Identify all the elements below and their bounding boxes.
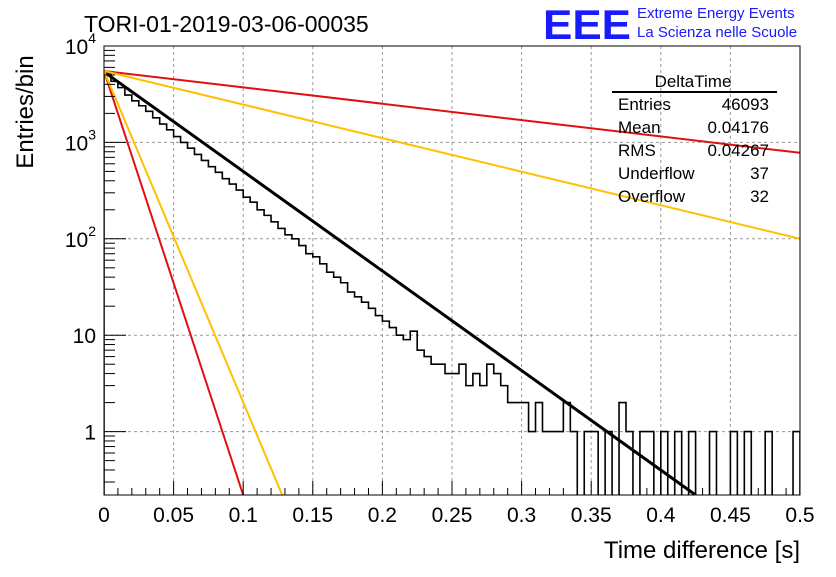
x-tick-label: 0.4 bbox=[646, 504, 676, 527]
y-tick-base: 10 bbox=[73, 325, 96, 348]
y-tick-exponent: 3 bbox=[88, 126, 96, 142]
y-tick-label: 10 bbox=[73, 325, 96, 348]
stats-row-label: Underflow bbox=[618, 164, 695, 183]
eee-logo: EEE bbox=[543, 1, 631, 48]
axis-ticks bbox=[103, 45, 801, 495]
data-layer bbox=[104, 70, 800, 495]
slow-line-red bbox=[104, 70, 800, 154]
fast-line-red bbox=[104, 70, 245, 495]
x-tick-label: 0 bbox=[98, 504, 110, 527]
y-axis-label: Entries/bin bbox=[12, 55, 39, 168]
histogram-outline bbox=[104, 72, 800, 495]
stats-row-value: 32 bbox=[750, 187, 769, 206]
x-tick-label: 0.05 bbox=[153, 504, 194, 527]
x-tick-label: 0.3 bbox=[507, 504, 536, 527]
logo-line-1: Extreme Energy Events bbox=[637, 5, 795, 22]
y-tick-base: 1 bbox=[84, 422, 96, 445]
stats-row-label: Overflow bbox=[618, 187, 686, 206]
y-tick-label: 102 bbox=[65, 223, 96, 252]
slow-line-yellow bbox=[104, 70, 800, 240]
x-tick-label: 0.15 bbox=[292, 504, 333, 527]
stats-row-label: RMS bbox=[618, 141, 656, 160]
y-tick-base: 10 bbox=[65, 132, 88, 155]
x-tick-label: 0.25 bbox=[432, 504, 473, 527]
fast-line-yellow bbox=[104, 70, 284, 495]
x-tick-label: 0.35 bbox=[571, 504, 612, 527]
x-axis-label: Time difference [s] bbox=[604, 537, 800, 564]
stats-row-value: 46093 bbox=[722, 95, 769, 114]
stats-title: DeltaTime bbox=[655, 72, 732, 91]
y-tick-label: 104 bbox=[65, 30, 96, 59]
y-tick-label: 103 bbox=[65, 126, 96, 155]
x-tick-label: 0.5 bbox=[785, 504, 814, 527]
stats-row-value: 0.04267 bbox=[708, 141, 769, 160]
y-tick-exponent: 4 bbox=[88, 30, 96, 46]
stats-row-label: Entries bbox=[618, 95, 671, 114]
y-tick-base: 10 bbox=[65, 36, 88, 59]
x-tick-label: 0.45 bbox=[710, 504, 751, 527]
tick-labels: 0 0.05 0.1 0.15 0.2 0.25 0.3 0.35 0.4 0.45 0.51101… bbox=[65, 30, 815, 527]
y-tick-base: 10 bbox=[65, 229, 88, 252]
y-tick-label: 1 bbox=[84, 422, 96, 445]
stats-row-label: Mean bbox=[618, 118, 661, 137]
stats-box: DeltaTime Entries 46093 Mean 0.04176 RMS 0.04… bbox=[612, 72, 777, 206]
logo-line-2: La Scienza nelle Scuole bbox=[637, 24, 797, 41]
x-tick-label: 0.2 bbox=[368, 504, 397, 527]
stats-row-value: 37 bbox=[750, 164, 769, 183]
stats-row-value: 0.04176 bbox=[708, 118, 769, 137]
x-tick-label: 0.1 bbox=[229, 504, 258, 527]
fit-line-black bbox=[104, 70, 697, 495]
y-tick-exponent: 2 bbox=[88, 223, 96, 239]
run-title: TORI-01-2019-03-06-00035 bbox=[84, 11, 369, 37]
stats-rows: Entries 46093 Mean 0.04176 RMS 0.04267 Underfl… bbox=[618, 95, 769, 206]
